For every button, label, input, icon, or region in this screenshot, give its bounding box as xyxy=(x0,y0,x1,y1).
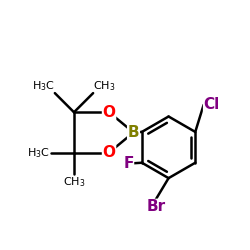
Text: B: B xyxy=(128,125,139,140)
Text: O: O xyxy=(102,105,116,120)
Text: F: F xyxy=(123,156,134,171)
Text: CH$_3$: CH$_3$ xyxy=(93,79,116,93)
Text: H$_3$C: H$_3$C xyxy=(27,146,50,160)
Text: O: O xyxy=(102,145,116,160)
Text: CH$_3$: CH$_3$ xyxy=(63,175,85,189)
Text: Cl: Cl xyxy=(204,97,220,112)
Text: Br: Br xyxy=(146,200,166,214)
Text: H$_3$C: H$_3$C xyxy=(32,79,55,93)
